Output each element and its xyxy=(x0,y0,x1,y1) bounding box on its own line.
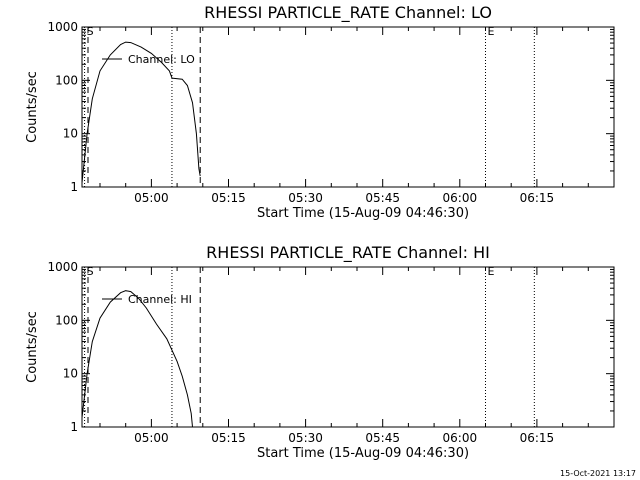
y-tick-label: 10 xyxy=(63,127,78,141)
x-tick-label: 05:00 xyxy=(134,431,169,445)
x-tick-label: 06:15 xyxy=(520,431,555,445)
generated-timestamp: 15-Oct-2021 13:17 xyxy=(560,469,636,478)
chart-title: RHESSI PARTICLE_RATE Channel: HI xyxy=(206,243,490,263)
x-axis-label: Start Time (15-Aug-09 04:46:30) xyxy=(257,206,469,221)
x-tick-label: 06:00 xyxy=(443,191,478,205)
series-line xyxy=(81,41,201,183)
series-line xyxy=(81,290,193,428)
marker-label-e: E xyxy=(487,265,494,278)
y-tick-label: 100 xyxy=(55,313,78,327)
y-axis-label: Counts/sec xyxy=(25,71,40,143)
x-tick-label: 05:00 xyxy=(134,191,169,205)
y-tick-label: 10 xyxy=(63,367,78,381)
x-tick-label: 05:15 xyxy=(211,431,246,445)
chart-panel-hi: RHESSI PARTICLE_RATE Channel: HI 1 10 100 10… xyxy=(25,243,615,461)
x-tick-label: 05:15 xyxy=(211,191,246,205)
legend-label: Channel: LO xyxy=(128,53,195,66)
marker-label-e: E xyxy=(487,25,494,38)
y-tick-label: 1000 xyxy=(47,260,78,274)
y-tick-label: 1 xyxy=(70,420,78,434)
x-tick-label: 05:30 xyxy=(288,191,323,205)
y-tick-label: 1000 xyxy=(47,20,78,34)
x-tick-label: 05:30 xyxy=(288,431,323,445)
chart-title: RHESSI PARTICLE_RATE Channel: LO xyxy=(204,3,492,23)
y-axis-label: Counts/sec xyxy=(25,311,40,383)
y-tick-label: 1 xyxy=(70,180,78,194)
x-tick-label: 06:00 xyxy=(443,431,478,445)
chart-panel-lo: RHESSI PARTICLE_RATE Channel: LO 1 10 100 10… xyxy=(25,3,615,221)
plot-frame xyxy=(81,266,615,428)
x-tick-label: 06:15 xyxy=(520,191,555,205)
marker-label-s: S xyxy=(87,25,94,38)
legend-label: Channel: HI xyxy=(128,293,192,306)
x-tick-label: 05:45 xyxy=(365,431,400,445)
x-axis-label: Start Time (15-Aug-09 04:46:30) xyxy=(257,446,469,461)
y-tick-label: 100 xyxy=(55,73,78,87)
x-tick-label: 05:45 xyxy=(365,191,400,205)
plot-frame xyxy=(81,26,615,188)
marker-label-s: S xyxy=(87,265,94,278)
